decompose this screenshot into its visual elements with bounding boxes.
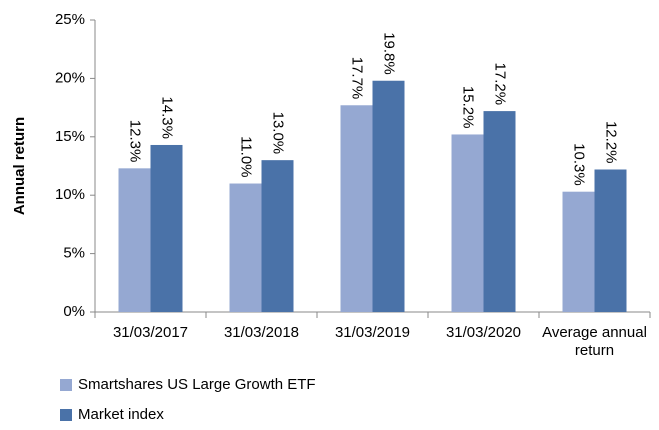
bar — [562, 191, 595, 312]
y-axis-label: Annual return — [11, 117, 28, 215]
bar — [340, 105, 373, 312]
x-tick-label: 31/03/2020 — [445, 324, 522, 341]
x-tick-label-box: 31/03/2019 — [334, 324, 411, 341]
legend-label: Market index — [78, 406, 164, 423]
x-tick-label-box: 31/03/2017 — [112, 324, 189, 341]
bar — [451, 134, 484, 312]
legend-swatch — [60, 379, 72, 391]
x-tick-label: Average annual return — [542, 324, 647, 359]
value-label: 11.0% — [238, 136, 255, 177]
y-tick-label: 5% — [63, 245, 85, 262]
value-label: 13.0% — [270, 112, 287, 155]
x-tick-label: 31/03/2017 — [112, 324, 189, 341]
value-label: 12.3% — [127, 120, 144, 163]
y-tick-label: 20% — [55, 69, 85, 86]
value-label: 15.2% — [460, 86, 477, 129]
bar — [118, 168, 151, 312]
x-tick-label-box: 31/03/2020 — [445, 324, 522, 341]
bar — [229, 183, 262, 312]
legend-swatch — [60, 409, 72, 421]
x-tick-label-box: 31/03/2018 — [223, 324, 300, 341]
y-tick-label: 15% — [55, 128, 85, 145]
bar — [372, 80, 405, 313]
y-tick-label: 25% — [55, 11, 85, 28]
value-label: 17.2% — [492, 63, 509, 106]
x-tick-label: 31/03/2019 — [334, 324, 411, 341]
bar — [483, 111, 516, 312]
bar — [150, 144, 183, 312]
value-label: 14.3% — [159, 96, 176, 139]
value-label: 19.8% — [381, 32, 398, 75]
x-tick-label-box: Average annual return — [542, 324, 647, 359]
value-label: 17.7% — [349, 57, 366, 100]
bar — [594, 169, 627, 312]
bar — [261, 160, 294, 312]
value-label: 10.3% — [571, 143, 588, 186]
legend-label: Smartshares US Large Growth ETF — [78, 376, 316, 393]
y-tick-label: 0% — [63, 303, 85, 320]
x-tick-label: 31/03/2018 — [223, 324, 300, 341]
value-label: 12.2% — [603, 121, 620, 164]
y-tick-label: 10% — [55, 186, 85, 203]
